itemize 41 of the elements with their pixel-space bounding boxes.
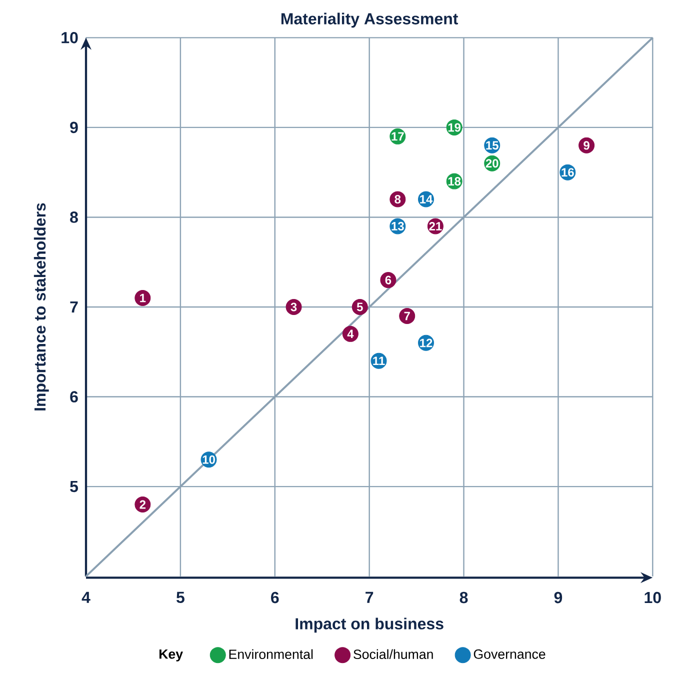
y-tick-label: 9 (70, 122, 78, 134)
annotation: 18 (448, 177, 461, 186)
annotation: 9 (584, 141, 590, 150)
x-tick-label: 9 (554, 592, 562, 604)
annotation: 6 (385, 276, 392, 284)
annotation: 5 (356, 302, 363, 312)
annotation: 16 (562, 168, 574, 177)
annotation: 20 (486, 159, 498, 168)
x-tick-label: 8 (460, 592, 468, 604)
annotation: 10 (202, 455, 215, 464)
legend-title: Key (159, 649, 183, 662)
y-tick-label: 6 (70, 391, 78, 402)
annotation: 1 (140, 294, 146, 302)
annotation: 7 (404, 312, 410, 320)
annotation: 2 (140, 500, 146, 509)
x-tick-label: 4 (82, 592, 90, 603)
annotation: 14 (420, 195, 433, 204)
annotation: 3 (290, 302, 297, 312)
annotation: 12 (420, 338, 432, 348)
annotation: 17 (392, 132, 404, 141)
x-axis-title: Impact on business (296, 618, 444, 633)
y-axis-title: Importance to stakeholders (34, 203, 49, 410)
y-tick-label: 5 (70, 480, 78, 492)
annotation: 8 (394, 195, 401, 204)
x-tick-label: 7 (366, 592, 374, 603)
y-tick-label: 8 (70, 212, 78, 223)
annotation: 19 (448, 123, 461, 132)
annotation: 13 (392, 222, 404, 230)
annotation: 21 (429, 222, 442, 230)
x-tick-label: 6 (271, 592, 279, 604)
legend-label: Governance (474, 649, 546, 659)
x-tick-label: 5 (176, 592, 184, 604)
annotation: 11 (373, 356, 385, 365)
y-tick-label: 10 (62, 32, 78, 44)
chart-title: Materiality Assessment (281, 12, 458, 28)
legend-label: Environmental (229, 649, 313, 660)
y-tick-label: 7 (70, 302, 78, 312)
annotation: 15 (486, 141, 498, 150)
x-tick-label: 10 (644, 592, 661, 604)
legend-label: Social/human (354, 649, 433, 660)
annotation: 4 (347, 330, 354, 338)
